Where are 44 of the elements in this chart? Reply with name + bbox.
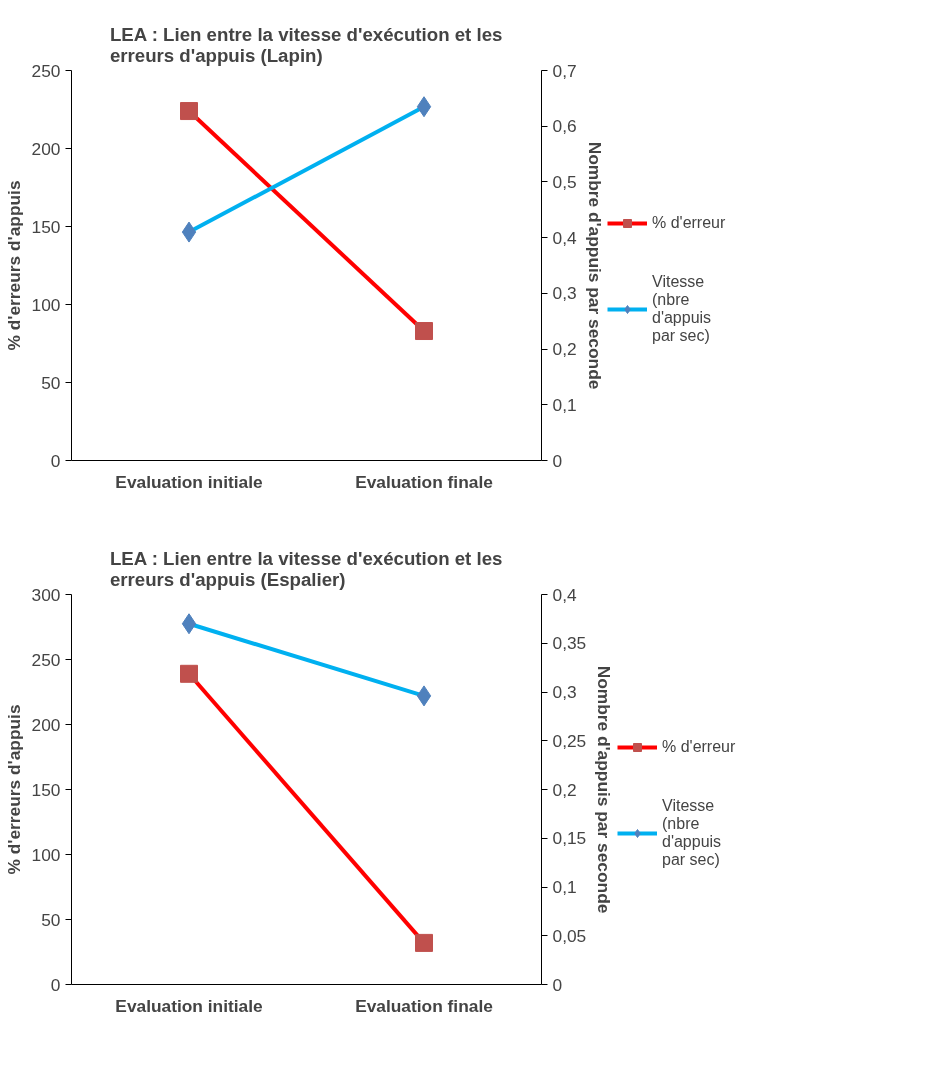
y2-tick-label: 0,35	[552, 633, 587, 654]
y-tick-label: 150	[31, 216, 61, 237]
y2-axis-title: Nombre d'appuis par seconde	[594, 665, 615, 914]
legend-label: % d'erreur	[662, 738, 736, 756]
x-tick-label: Evaluation initiale	[115, 471, 264, 492]
y2-tick-label: 0,6	[552, 116, 577, 137]
x-tick-label: Evaluation finale	[355, 995, 494, 1016]
y-tick-label: 50	[41, 909, 61, 930]
y2-axis-title: Nombre d'appuis par seconde	[584, 141, 605, 390]
chart-title: LEA : Lien entre la vitesse d'exécution et les erreurs d'appuis (Espalier)	[109, 547, 503, 590]
legend-label: Vitesse (nbre d'appuis par sec)	[662, 797, 722, 869]
y2-tick-label: 0,4	[552, 227, 577, 248]
x-tick-label: Evaluation initiale	[115, 995, 264, 1016]
y2-tick-label: 0,7	[552, 60, 577, 81]
y-tick-label: 150	[31, 779, 61, 800]
y-tick-label: 0	[50, 974, 61, 995]
y-tick-label: 300	[31, 584, 61, 605]
x-tick-label: Evaluation finale	[355, 471, 494, 492]
y2-tick-label: 0,1	[552, 394, 577, 415]
y2-tick-label: 0,3	[552, 682, 577, 702]
y2-tick-label: 0	[552, 450, 563, 471]
y-axis-title: % d'erreurs d'appuis	[3, 704, 24, 875]
y2-tick-label: 0,2	[552, 779, 577, 800]
legend-label: % d'erreur	[652, 214, 726, 232]
y2-tick-label: 0,15	[552, 828, 587, 849]
y-axis-title: % d'erreurs d'appuis	[3, 180, 24, 351]
y2-tick-label: 0	[552, 974, 563, 995]
y2-tick-label: 0,4	[552, 584, 577, 605]
y-tick-label: 100	[31, 844, 61, 865]
y2-tick-label: 0,3	[552, 283, 577, 304]
y-tick-label: 250	[31, 60, 61, 81]
y-tick-label: 200	[31, 138, 61, 159]
legend-label: Vitesse (nbre d'appuis par sec)	[652, 273, 712, 345]
y-tick-label: 50	[41, 372, 61, 393]
y2-tick-label: 0,2	[552, 339, 577, 360]
y2-tick-label: 0,05	[552, 925, 587, 946]
chart-title: LEA : Lien entre la vitesse d'exécution et les erreurs d'appuis (Lapin)	[109, 23, 503, 66]
y2-tick-label: 0,1	[552, 877, 577, 897]
y2-tick-label: 0,25	[552, 730, 587, 751]
y-tick-label: 100	[31, 294, 61, 315]
y-tick-label: 250	[31, 649, 61, 670]
y2-tick-label: 0,5	[552, 171, 577, 192]
y-tick-label: 200	[31, 714, 61, 735]
y-tick-label: 0	[50, 450, 61, 471]
